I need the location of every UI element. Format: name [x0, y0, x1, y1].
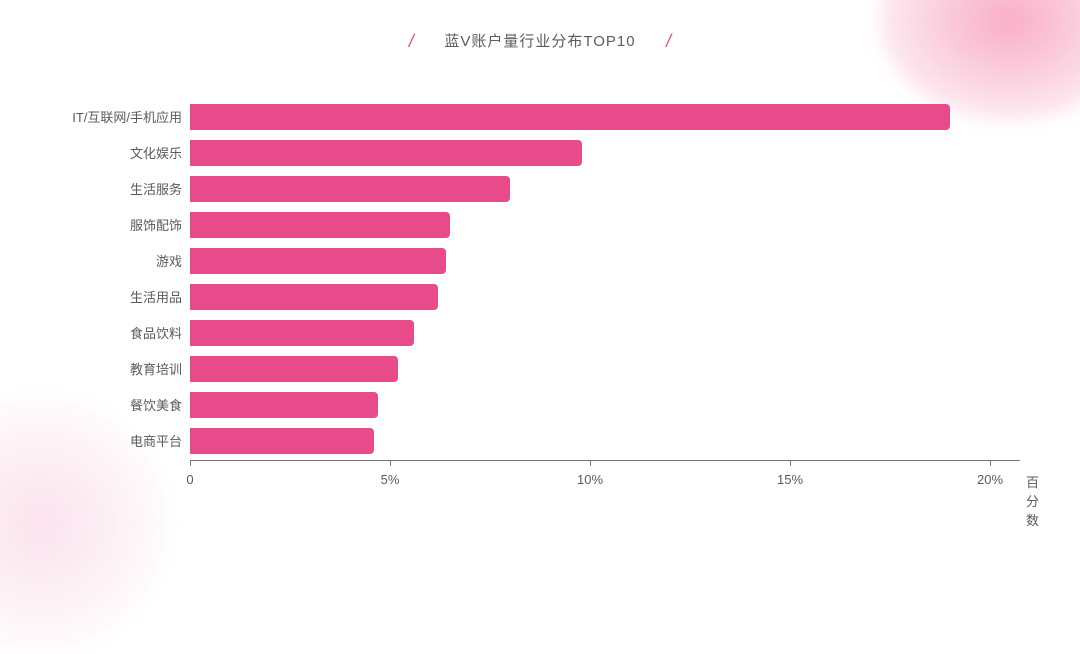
- y-axis-label: 文化娱乐: [52, 136, 182, 172]
- x-tick-label: 10%: [577, 472, 603, 487]
- bar: [190, 356, 398, 382]
- bar: [190, 140, 582, 166]
- bar-row: [190, 244, 1030, 280]
- bar-row: [190, 316, 1030, 352]
- bars-container: [190, 100, 1030, 460]
- x-tick-label: 5%: [381, 472, 400, 487]
- bar: [190, 104, 950, 130]
- title-slash-right: /: [666, 31, 671, 52]
- bar-row: [190, 352, 1030, 388]
- x-tick: [990, 460, 991, 466]
- y-axis-label: 生活用品: [52, 280, 182, 316]
- x-tick-label: 15%: [777, 472, 803, 487]
- bar-row: [190, 136, 1030, 172]
- bar: [190, 284, 438, 310]
- x-axis-title: 百分数: [1026, 472, 1039, 529]
- x-tick-label: 0: [186, 472, 193, 487]
- bar: [190, 320, 414, 346]
- bar-chart: 05%10%15%20%百分数 IT/互联网/手机应用文化娱乐生活服务服饰配饰游…: [60, 100, 1030, 500]
- chart-title-wrap: / 蓝V账户量行业分布TOP10 /: [0, 30, 1080, 52]
- y-axis-label: 游戏: [52, 244, 182, 280]
- y-axis-label: 食品饮料: [52, 316, 182, 352]
- plot-area: 05%10%15%20%百分数: [190, 100, 1030, 460]
- bar: [190, 392, 378, 418]
- x-tick: [390, 460, 391, 466]
- bar: [190, 428, 374, 454]
- bar-row: [190, 424, 1030, 460]
- bar-row: [190, 280, 1030, 316]
- bar-row: [190, 388, 1030, 424]
- y-axis-label: 服饰配饰: [52, 208, 182, 244]
- x-axis-line: [190, 460, 1020, 461]
- title-slash-left: /: [409, 31, 414, 52]
- bar-row: [190, 172, 1030, 208]
- bar: [190, 176, 510, 202]
- bar-row: [190, 100, 1030, 136]
- x-tick: [590, 460, 591, 466]
- x-tick-label: 20%: [977, 472, 1003, 487]
- x-tick: [190, 460, 191, 466]
- x-tick: [790, 460, 791, 466]
- y-axis-label: 生活服务: [52, 172, 182, 208]
- y-axis-label: IT/互联网/手机应用: [52, 100, 182, 136]
- y-axis-label: 电商平台: [52, 424, 182, 460]
- chart-title: 蓝V账户量行业分布TOP10: [422, 30, 657, 51]
- bar: [190, 212, 450, 238]
- y-axis-label: 教育培训: [52, 352, 182, 388]
- bar: [190, 248, 446, 274]
- bar-row: [190, 208, 1030, 244]
- y-axis-label: 餐饮美食: [52, 388, 182, 424]
